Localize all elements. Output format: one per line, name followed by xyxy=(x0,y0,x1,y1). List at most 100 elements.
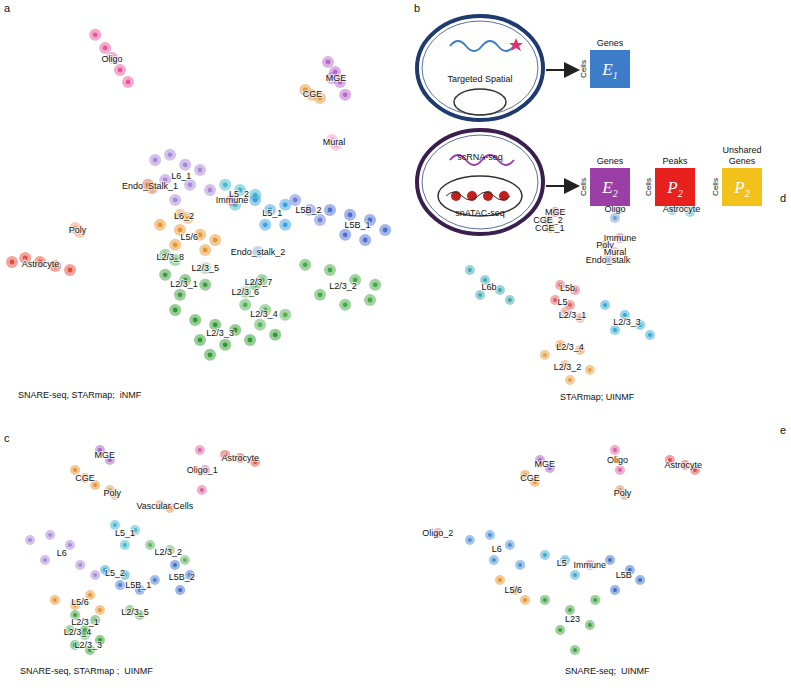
cluster-label: Oligo xyxy=(102,54,123,64)
cluster-label: L5_1 xyxy=(115,528,135,538)
cluster-point xyxy=(505,295,515,305)
cluster-point-core xyxy=(568,303,572,307)
matrix-rows-label: Cells xyxy=(579,60,588,78)
cluster-point-core xyxy=(188,182,193,187)
cell-label: scRNA-seq xyxy=(457,152,503,162)
cluster-label: CGE xyxy=(303,89,323,99)
cluster-point xyxy=(610,213,620,223)
matrix-rows-label: Cells xyxy=(579,178,588,196)
cluster-point-core xyxy=(158,222,163,227)
cell-membrane-inner xyxy=(422,21,538,115)
cluster-point-core xyxy=(553,298,557,302)
panel-letter: e xyxy=(780,424,786,436)
cluster-point xyxy=(610,585,620,595)
cluster-point xyxy=(99,42,111,54)
cell-membrane xyxy=(417,130,543,234)
label-line: Peaks xyxy=(662,156,688,166)
cluster-point xyxy=(194,164,206,176)
cluster-point xyxy=(95,605,105,615)
cluster-point xyxy=(169,194,181,206)
matrix-rows-label: Cells xyxy=(644,178,653,196)
cluster-point-core xyxy=(253,198,258,203)
cluster-point-core xyxy=(573,648,577,652)
cluster-label: Endo_stalk_2 xyxy=(231,247,286,257)
cluster-point xyxy=(175,585,185,595)
cluster-point xyxy=(314,289,326,301)
plot-area xyxy=(25,445,260,655)
cluster-point xyxy=(364,294,376,306)
cluster-point-core xyxy=(588,368,592,372)
matrix-symbol-letter: P xyxy=(733,178,744,197)
matrix xyxy=(590,50,630,88)
cluster-point xyxy=(150,575,160,585)
cluster-point xyxy=(204,349,216,361)
cluster-point xyxy=(465,265,475,275)
cluster-point xyxy=(540,550,550,560)
cluster-label: Immune xyxy=(574,560,607,570)
cluster-point xyxy=(254,319,266,331)
cluster-point xyxy=(489,555,499,565)
cluster-point-core xyxy=(328,208,333,213)
arrow xyxy=(546,69,578,71)
cluster-label: L2/3_3 xyxy=(613,317,641,327)
panel-letter: b xyxy=(414,2,420,14)
matrix-subscript: 2 xyxy=(745,188,750,199)
cluster-label: Mural xyxy=(323,137,346,147)
cluster-point-core xyxy=(543,553,547,557)
cluster-point-core xyxy=(203,248,208,253)
cluster-point-core xyxy=(543,353,547,357)
cluster-point-core xyxy=(523,598,527,602)
cluster-point xyxy=(164,149,176,161)
cluster-point-core xyxy=(153,158,158,163)
cluster-labels: MGECGE_2CGE_1OligoAstrocyteImmunePolyMur… xyxy=(481,204,700,372)
cluster-label: L2/3_4 xyxy=(64,627,92,637)
matrix-columns-label: UnsharedGenes xyxy=(722,145,761,166)
matrix-subscript: 2 xyxy=(613,188,618,199)
cluster-point-core xyxy=(223,342,228,347)
cluster-label: L2/3_3 xyxy=(75,640,103,650)
matrix-subscript: 2 xyxy=(678,188,683,199)
cluster-point-core xyxy=(518,563,522,567)
cluster-point xyxy=(324,264,336,276)
cluster-point-core xyxy=(213,322,218,327)
cluster-label: Oligo xyxy=(607,455,628,465)
label-line: Genes xyxy=(597,156,624,166)
cluster-point xyxy=(114,64,126,76)
cluster-point xyxy=(40,555,50,565)
cluster-label: L2/3_2 xyxy=(554,362,582,372)
cluster-point xyxy=(379,224,391,236)
cluster-point-core xyxy=(613,588,617,592)
cluster-label: L2/3_5 xyxy=(121,607,149,617)
cluster-label: L6 xyxy=(57,548,67,558)
cluster-point-core xyxy=(568,378,572,382)
cluster-point xyxy=(570,570,580,580)
panel-title: STARmap; UINMF xyxy=(560,392,635,402)
cluster-point-core xyxy=(198,168,203,173)
cluster-point-core xyxy=(498,288,502,292)
cluster-point xyxy=(339,299,351,311)
cell-membrane xyxy=(417,16,543,120)
cluster-point xyxy=(314,214,326,226)
cluster-point-core xyxy=(208,352,213,357)
cluster-point-core xyxy=(148,543,152,547)
panel-title: SNARE-seq, STARmap; iNMF xyxy=(18,390,142,400)
rna-strand xyxy=(450,41,514,51)
cluster-point xyxy=(540,595,550,605)
cluster-point-core xyxy=(258,322,263,327)
cluster-point xyxy=(610,445,620,455)
cluster-label: L5B_2 xyxy=(295,205,321,215)
cluster-label: Poly xyxy=(614,488,632,498)
cluster-point-core xyxy=(183,162,188,167)
cluster-point-core xyxy=(326,60,331,65)
cluster-label: L5B xyxy=(616,570,632,580)
cluster-point-core xyxy=(508,298,512,302)
cluster-label: L2/3_7 xyxy=(245,277,273,287)
cluster-point-core xyxy=(492,558,496,562)
cluster-point-core xyxy=(613,216,617,220)
matrix-symbol-letter: E xyxy=(601,60,613,79)
cluster-point-core xyxy=(328,268,333,273)
figure: OligoMGECGEMuralAstrocytePolyEndo_Stalk_… xyxy=(0,0,791,688)
cluster-label: L5B_1 xyxy=(125,580,151,590)
cluster-point xyxy=(169,239,181,251)
cluster-point-core xyxy=(368,298,373,303)
